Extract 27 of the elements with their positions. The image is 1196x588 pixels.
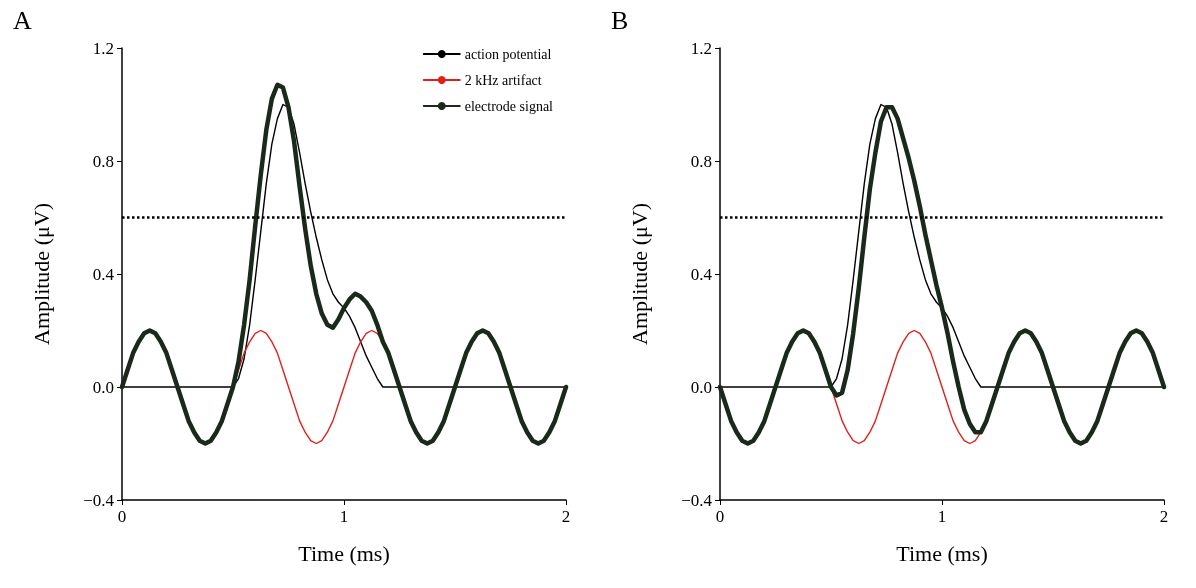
x-tick-label: 2	[561, 507, 571, 526]
y-tick-label: 0.4	[92, 264, 115, 284]
chart-title: A	[13, 5, 32, 35]
x-axis-title: Time (ms)	[896, 540, 988, 566]
y-tick-label: −0.4	[681, 490, 713, 510]
chart-title: B	[611, 5, 629, 35]
legend-label: action potential	[464, 46, 552, 62]
line-series	[717, 105, 1167, 446]
y-axis-title: Amplitude (μV)	[28, 203, 54, 345]
x-axis-title: Time (ms)	[298, 540, 390, 566]
y-tick-label: 1.2	[690, 38, 712, 58]
x-tick-label: 2	[1159, 507, 1169, 526]
x-tick-label: 0	[715, 507, 725, 526]
y-tick-label: 0.4	[690, 264, 713, 284]
line-series	[830, 329, 982, 445]
y-axis-title: Amplitude (μV)	[626, 203, 652, 345]
y-tick-label: −0.4	[83, 490, 115, 510]
y-tick-label: 0.0	[690, 377, 712, 397]
y-tick-label: 0.0	[92, 377, 114, 397]
y-tick-label: 1.2	[92, 38, 114, 58]
x-tick-label: 0	[117, 507, 127, 526]
legend-label: electrode signal	[464, 98, 554, 114]
x-tick-label: 1	[339, 507, 349, 526]
y-tick-label: 0.8	[92, 151, 114, 171]
x-tick-label: 1	[937, 507, 947, 526]
legend-label: 2 kHz artifact	[464, 72, 542, 88]
y-tick-label: 0.8	[690, 151, 712, 171]
